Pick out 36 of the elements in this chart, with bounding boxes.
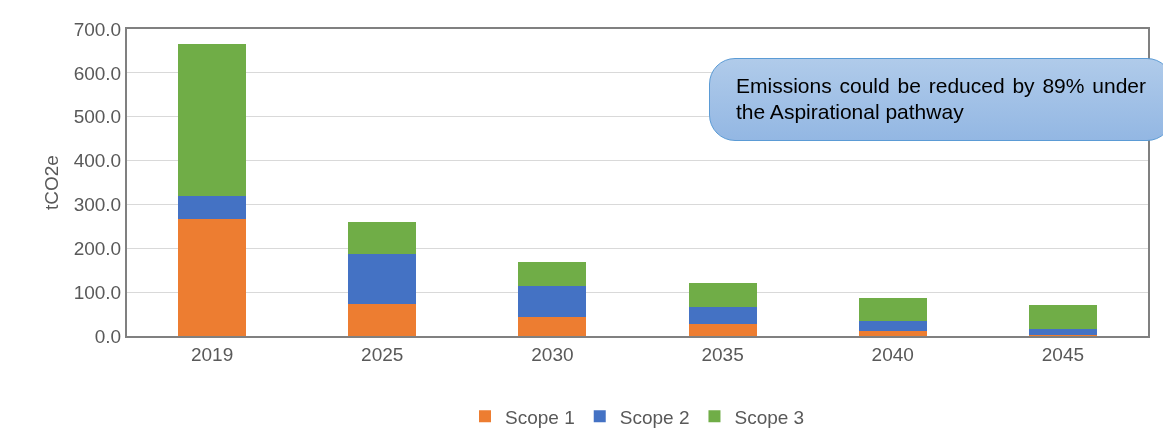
bar — [688, 283, 757, 308]
bar — [518, 261, 587, 286]
y-tick-label: 400.0 — [73, 150, 122, 172]
bar — [178, 218, 247, 336]
bar — [858, 331, 927, 336]
legend-label: Scope 1 — [505, 406, 575, 428]
x-tick-label: 2025 — [361, 343, 404, 365]
bar — [1028, 305, 1097, 329]
legend-label: Scope 2 — [619, 406, 690, 428]
y-tick-label: 100.0 — [73, 281, 122, 303]
bar — [348, 221, 417, 254]
x-tick-label: 2035 — [701, 343, 744, 365]
x-tick-label: 2030 — [531, 343, 574, 365]
y-tick-label: 300.0 — [73, 194, 122, 216]
bar — [858, 297, 927, 322]
bar — [688, 307, 757, 325]
y-tick-label: 200.0 — [73, 237, 122, 259]
bar — [1028, 328, 1097, 336]
bar — [178, 43, 247, 197]
bar — [518, 286, 587, 317]
bar — [348, 303, 417, 336]
y-tick-label: 0.0 — [94, 325, 122, 347]
x-tick-label: 2040 — [871, 343, 914, 365]
x-tick-label: 2045 — [1041, 343, 1085, 365]
y-tick-label: 500.0 — [73, 106, 122, 128]
bar — [178, 196, 247, 219]
bar — [348, 253, 417, 304]
y-axis-title: tCO2e — [41, 155, 62, 210]
legend-label: Scope 3 — [734, 406, 805, 428]
x-tick-label: 2019 — [190, 343, 234, 365]
bar — [518, 316, 587, 336]
bar — [858, 321, 927, 332]
bar — [688, 324, 757, 336]
y-tick-label: 600.0 — [73, 62, 122, 84]
annotation: Emissions could be reduced by 89% under the Aspirational pathway — [709, 58, 1163, 141]
y-tick-label: 700.0 — [73, 18, 122, 40]
